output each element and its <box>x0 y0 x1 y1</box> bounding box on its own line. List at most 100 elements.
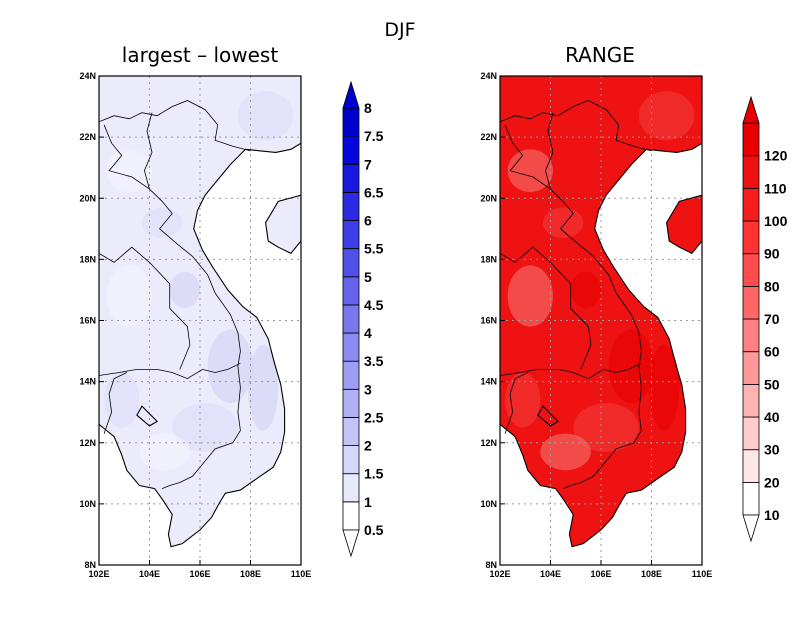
country-border <box>99 362 241 380</box>
field-patch <box>104 372 140 428</box>
colorbar-box <box>342 501 360 531</box>
colorbar-label: 7.5 <box>364 128 384 144</box>
colorbar-box <box>742 122 760 157</box>
lat-tick-label: 16N <box>79 316 96 326</box>
lat-tick-label: 8N <box>84 560 96 570</box>
colorbar-box <box>342 135 360 165</box>
colorbar-label: 0.5 <box>364 522 384 538</box>
country-border <box>103 124 241 489</box>
lon-tick-label: 110E <box>291 569 312 579</box>
colorbar-box <box>742 383 760 418</box>
colorbar-box <box>342 191 360 221</box>
country-border <box>500 100 652 152</box>
hainan-coast <box>666 194 702 254</box>
colorbar-label: 80 <box>764 278 780 294</box>
colorbar-box <box>342 248 360 278</box>
colorbar-label: 30 <box>764 442 780 458</box>
colorbar-label: 2.5 <box>364 410 384 426</box>
lat-tick-label: 14N <box>480 377 497 387</box>
colorbar-box <box>342 332 360 362</box>
colorbar-label: 2 <box>364 438 372 454</box>
country-border <box>544 112 554 190</box>
lat-tick-label: 8N <box>485 560 497 570</box>
colorbar-box <box>742 155 760 189</box>
field-patch <box>172 403 238 452</box>
field-patch <box>141 207 183 238</box>
colorbar-box <box>742 416 760 451</box>
lon-tick-label: 104E <box>540 569 561 579</box>
colorbar-label: 10 <box>764 507 780 523</box>
field-patch <box>649 344 680 431</box>
lake-outline <box>136 405 158 427</box>
lat-tick-label: 18N <box>79 254 96 264</box>
colorbar-box <box>742 220 760 255</box>
colorbar-box <box>342 304 360 334</box>
gridlines-right <box>500 76 702 565</box>
lat-tick-label: 24N <box>480 71 497 81</box>
axis-ticks-right: 102E 104E 106E 108E 110E 8N 10N 12N 14N 16N 18N 20N… <box>480 71 712 579</box>
lat-tick-label: 12N <box>79 438 96 448</box>
country-border <box>143 112 153 190</box>
colorbar-box <box>342 276 360 306</box>
hainan-coast <box>265 194 301 254</box>
colorbar-box <box>342 445 360 475</box>
lat-tick-label: 20N <box>480 193 497 203</box>
field-patch <box>139 433 190 471</box>
colorbar-box <box>342 417 360 447</box>
lat-tick-label: 24N <box>79 71 96 81</box>
colorbar-label: 1 <box>364 494 372 510</box>
coastlines-left <box>99 76 301 548</box>
colorbar-label: 60 <box>764 344 780 360</box>
colorbar-label: 7 <box>364 156 372 172</box>
lake-outline <box>537 405 559 427</box>
country-border <box>99 100 251 152</box>
colorbar-label: 70 <box>764 311 780 327</box>
lon-tick-label: 108E <box>641 569 662 579</box>
colorbar-box <box>342 388 360 418</box>
field-patch <box>573 403 639 452</box>
lat-tick-label: 14N <box>79 377 96 387</box>
colorbar-label: 100 <box>764 213 788 229</box>
coastline <box>99 76 301 548</box>
colorbar-box <box>342 107 360 137</box>
colorbar-max-arrow <box>342 80 360 109</box>
lon-tick-label: 106E <box>189 569 210 579</box>
hainan-fill <box>265 195 301 254</box>
colorbar-box <box>742 187 760 222</box>
coastlines-right <box>500 76 702 548</box>
panel-range: RANGE 102E 104E 106E 108E 110E 8N 10N 12N 14N 16N… <box>480 43 787 579</box>
colorbar-label: 3 <box>364 381 372 397</box>
colorbar-max-arrow <box>742 95 760 124</box>
colorbar-label: 6 <box>364 213 372 229</box>
lon-tick-label: 102E <box>489 569 510 579</box>
country-border <box>504 372 528 434</box>
lat-tick-label: 16N <box>480 316 497 326</box>
country-border <box>500 362 642 380</box>
colorbar-box <box>742 351 760 385</box>
colorbar-label: 8 <box>364 100 372 116</box>
country-border <box>500 246 592 370</box>
coastline <box>500 76 702 548</box>
lon-tick-label: 108E <box>240 569 261 579</box>
lon-tick-label: 104E <box>139 569 160 579</box>
lat-tick-label: 20N <box>79 193 96 203</box>
colorbar-label: 50 <box>764 376 780 392</box>
lon-tick-label: 110E <box>692 569 713 579</box>
field-patch <box>248 344 279 431</box>
lat-tick-label: 12N <box>480 438 497 448</box>
colorbar-label: 90 <box>764 246 780 262</box>
colorbar-box <box>742 318 760 353</box>
field-patch <box>207 329 253 403</box>
field-patch <box>507 265 553 327</box>
lon-tick-label: 102E <box>88 569 109 579</box>
colorbar-label: 6.5 <box>364 184 384 200</box>
country-border <box>99 246 191 370</box>
colorbar-box <box>342 220 360 250</box>
lat-tick-label: 18N <box>480 254 497 264</box>
field-patch <box>542 207 584 238</box>
colorbar-min-arrow <box>342 529 360 558</box>
colorbar-box <box>742 449 760 483</box>
field-patch <box>237 91 294 141</box>
colorbar-box <box>742 285 760 320</box>
